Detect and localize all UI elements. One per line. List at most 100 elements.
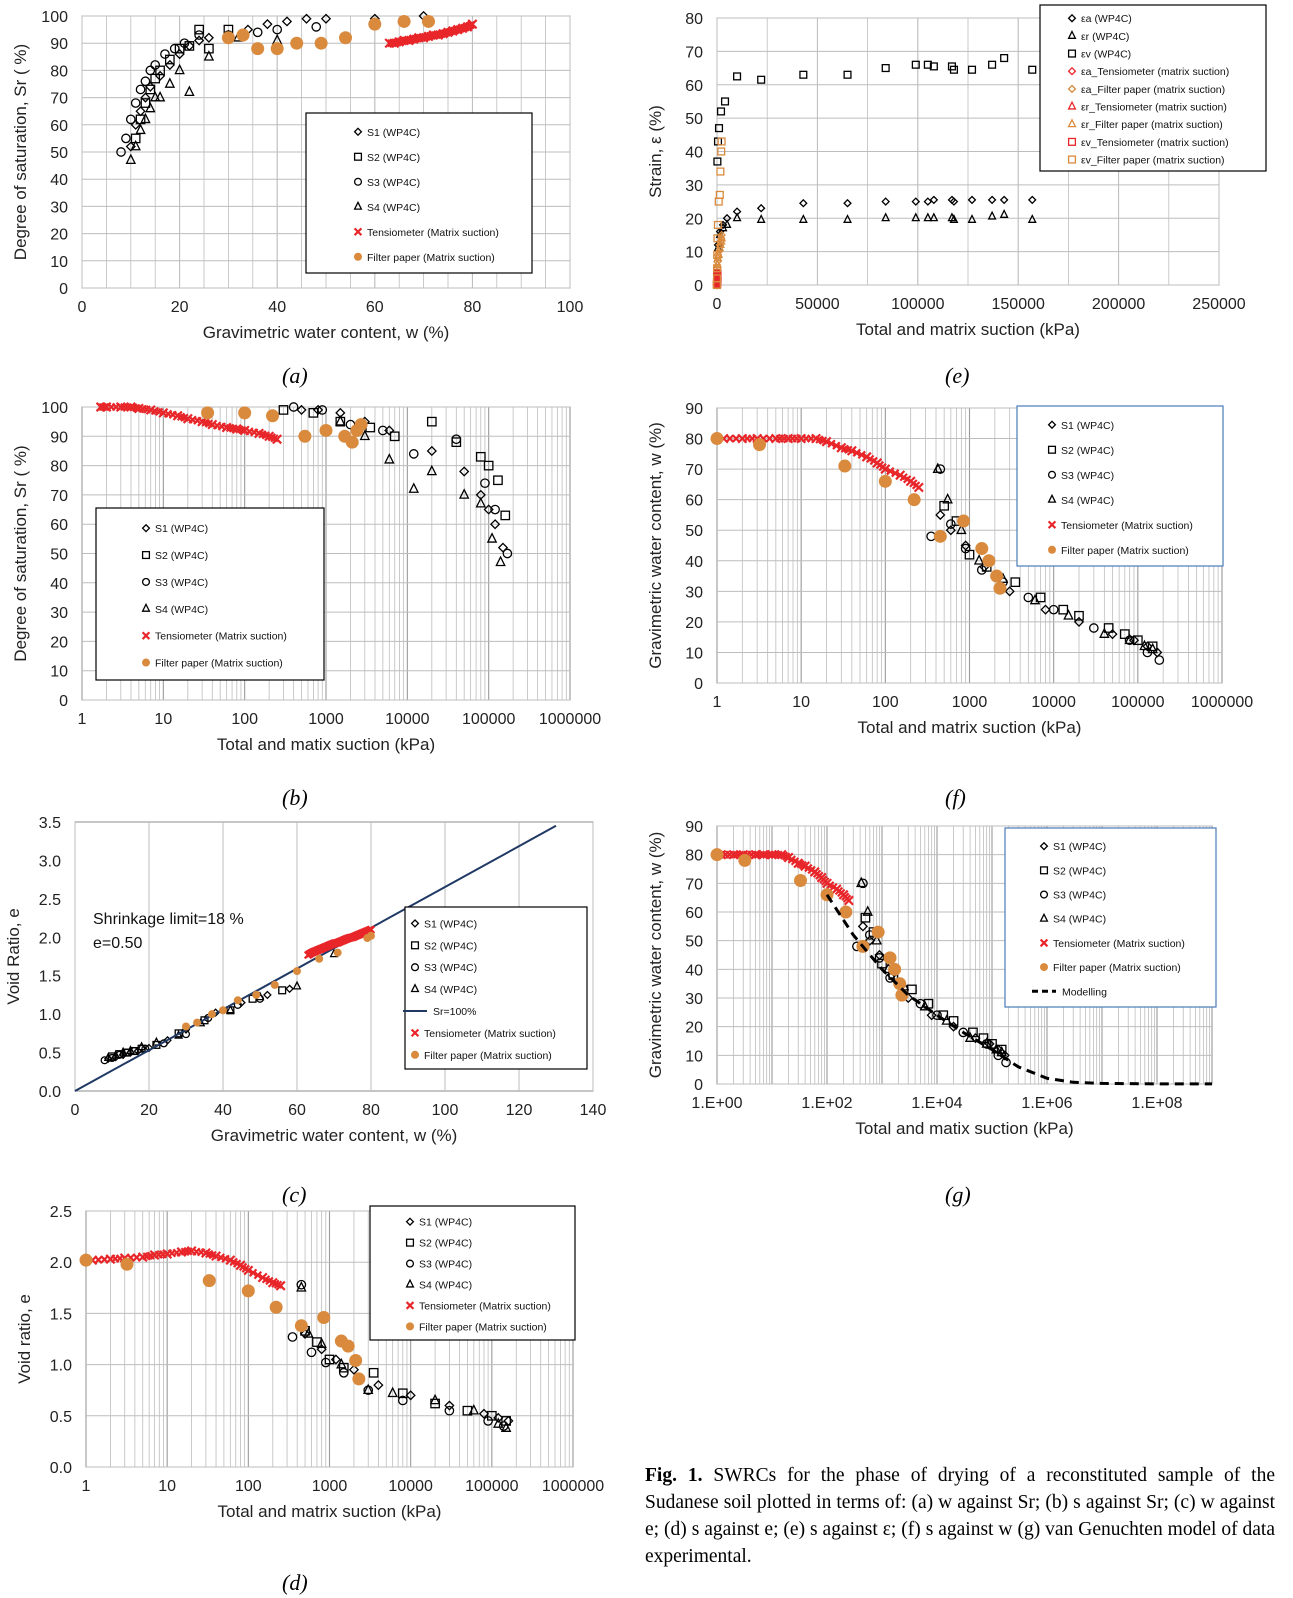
y-tick-label: 10: [50, 254, 68, 271]
data-point: [145, 84, 156, 95]
data-point: [999, 209, 1009, 218]
data-point: [843, 70, 852, 79]
data-series: [710, 432, 1165, 665]
data-point: [712, 274, 722, 283]
data-point: [225, 1004, 235, 1014]
panel-caption-a: (a): [282, 363, 308, 388]
data-point: [267, 1277, 278, 1288]
data-point: [169, 43, 180, 54]
series-tensiometer-matrix-suction-: [303, 925, 376, 960]
data-point: [911, 60, 920, 69]
data-point: [720, 97, 730, 106]
legend-label: S4 (WP4C): [1053, 914, 1106, 926]
data-point: [716, 167, 725, 176]
y-tick-label: 0: [694, 278, 703, 295]
series--v-filter-paper-matrix-suction-: [712, 137, 726, 290]
series-s1-wp4c-: [299, 1328, 514, 1427]
y-axis-title: Degree of saturation, Sr ( %): [11, 445, 30, 661]
data-point: [862, 905, 873, 916]
data-point: [408, 482, 420, 493]
data-point: [207, 1010, 216, 1019]
data-point: [881, 197, 890, 206]
data-point: [907, 493, 921, 507]
chart-f: 1 10 100 1000 10000 100000 1000000 0 10 20 30 40 50 6…: [646, 401, 1253, 737]
panel-caption-b: (b): [282, 785, 308, 810]
series-s4-wp4c-: [296, 1281, 512, 1432]
legend-swatch: [142, 658, 150, 667]
x-tick-label: 250000: [1192, 296, 1245, 313]
legend: S1 (WP4C) S2 (WP4C) S3 (WP4C) S4 (WP4C) Sr=1…: [403, 906, 588, 1070]
y-tick-label: 80: [685, 432, 703, 449]
data-point: [717, 232, 727, 242]
x-tick-label: 1000000: [539, 711, 601, 728]
x-tick-label: 10000: [385, 711, 430, 728]
data-point: [336, 1357, 347, 1369]
data-point: [118, 1046, 128, 1056]
data-point: [397, 1395, 408, 1406]
legend-box: [1004, 827, 1217, 1008]
x-tick-label: 150000: [992, 296, 1045, 313]
x-tick-labels: 0 20 40 60 80 100 120 140: [71, 1102, 607, 1119]
annotation-text: Shrinkage limit=18 %: [93, 911, 244, 928]
data-point: [1029, 593, 1041, 605]
legend-label: S1 (WP4C): [1053, 841, 1106, 853]
legend-label: S3 (WP4C): [419, 1259, 472, 1271]
legend-swatch: [141, 631, 151, 640]
data-point: [426, 445, 437, 457]
data-point: [426, 464, 438, 476]
y-tick-label: 2.5: [39, 892, 61, 909]
x-tick-label: 20: [171, 299, 189, 316]
y-tick-label: 50: [50, 547, 68, 564]
legend-swatch: [410, 919, 420, 928]
data-point: [338, 1367, 349, 1378]
y-tick-label: 50: [685, 934, 703, 951]
x-tick-labels: 1 10 100 1000 10000 100000 1000000: [82, 1478, 605, 1495]
data-point: [1139, 639, 1150, 651]
data-point: [991, 1042, 1002, 1054]
legend-label: εr_Tensiometer (matrix suction): [1081, 102, 1227, 114]
data-point: [493, 1417, 504, 1428]
data-point: [1154, 655, 1165, 665]
data-point: [486, 532, 498, 543]
y-tick-label: 0: [694, 676, 703, 693]
legend-swatch: [141, 523, 151, 533]
data-point: [103, 1052, 113, 1061]
legend-swatch: [1067, 84, 1077, 94]
data-point: [320, 13, 332, 24]
legend-swatch: [1067, 155, 1077, 164]
data-point: [263, 990, 272, 1000]
legend-swatch: [1048, 545, 1056, 554]
data-point: [290, 36, 304, 50]
legend-box: [1016, 405, 1224, 567]
chart-g: 1.E+00 1.E+02 1.E+04 1.E+06 1.E+08 0 10 20 30 40 5…: [646, 819, 1217, 1138]
legend-label: S3 (WP4C): [1053, 890, 1106, 902]
legend-label: S2 (WP4C): [155, 550, 208, 562]
data-point: [881, 64, 890, 73]
data-point: [362, 1383, 374, 1395]
data-point: [929, 195, 939, 205]
data-point: [710, 848, 724, 862]
legend-swatch: [1039, 866, 1049, 875]
data-point: [478, 1408, 490, 1419]
legend-label: εa_Tensiometer (matrix suction): [1081, 66, 1229, 78]
data-point: [299, 1328, 311, 1339]
data-point: [495, 555, 506, 567]
data-point: [203, 50, 215, 61]
y-tick-label: 1.5: [39, 969, 61, 986]
data-point: [130, 1046, 139, 1056]
data-point: [270, 42, 284, 56]
data-point: [144, 1043, 154, 1053]
y-tick-label: 60: [685, 905, 703, 922]
legend-swatch: [405, 1238, 415, 1247]
legend-swatch: [353, 200, 363, 210]
chart-c: 0 20 40 60 80 100 120 140 0.0 0.5 1.0 1.5 2.0 2.5 3.0 3…: [4, 815, 606, 1145]
data-point: [860, 912, 871, 923]
y-tick-labels: 0 10 20 30 40 50 60 70 80: [685, 11, 703, 295]
legend: εa (WP4C) εr (WP4C) εv (WP4C) εa_Tensiomete…: [1039, 4, 1267, 172]
x-tick-labels: 1 10 100 1000 10000 100000 1000000: [713, 694, 1254, 711]
data-point: [174, 63, 185, 75]
x-tick-label: 200000: [1092, 296, 1145, 313]
legend-label: εv_Tensiometer (matrix suction): [1081, 137, 1229, 149]
y-axis-title: Degree of saturation, Sr ( %): [11, 44, 30, 260]
data-point: [387, 1386, 398, 1398]
